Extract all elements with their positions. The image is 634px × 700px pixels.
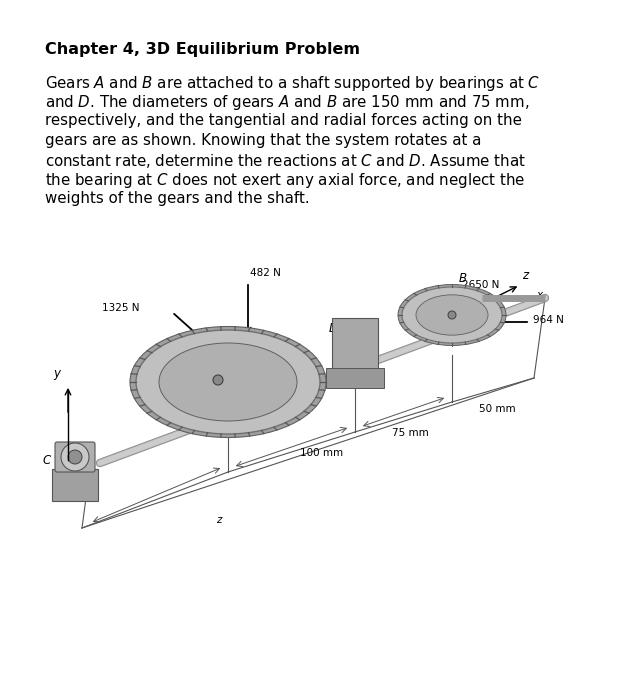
Circle shape [448, 311, 456, 319]
Text: $E$: $E$ [198, 372, 208, 384]
Ellipse shape [398, 284, 506, 346]
Text: $z$: $z$ [216, 515, 224, 525]
Text: constant rate, determine the reactions at $C$ and $D$. Assume that: constant rate, determine the reactions a… [45, 152, 526, 170]
Text: $y$: $y$ [53, 368, 63, 382]
Ellipse shape [416, 295, 488, 335]
Circle shape [61, 443, 89, 471]
Circle shape [213, 375, 223, 385]
Text: 482 N: 482 N [250, 268, 281, 278]
Text: respectively, and the tangential and radial forces acting on the: respectively, and the tangential and rad… [45, 113, 522, 128]
Text: $x$: $x$ [536, 290, 545, 300]
Text: $D$: $D$ [328, 322, 338, 335]
Ellipse shape [130, 326, 326, 438]
Text: $C$: $C$ [42, 454, 52, 466]
Text: $z$: $z$ [522, 269, 531, 282]
Text: and $D$. The diameters of gears $A$ and $B$ are 150 mm and 75 mm,: and $D$. The diameters of gears $A$ and … [45, 94, 529, 113]
Text: 100 mm: 100 mm [301, 448, 344, 458]
Text: 964 N: 964 N [533, 315, 564, 325]
FancyBboxPatch shape [52, 469, 98, 501]
FancyBboxPatch shape [332, 318, 378, 375]
Text: Chapter 4, 3D Equilibrium Problem: Chapter 4, 3D Equilibrium Problem [45, 42, 360, 57]
Ellipse shape [402, 287, 502, 343]
Text: the bearing at $C$ does not exert any axial force, and neglect the: the bearing at $C$ does not exert any ax… [45, 172, 526, 190]
Text: 75 mm: 75 mm [392, 428, 429, 438]
Text: 2650 N: 2650 N [462, 280, 500, 290]
Ellipse shape [159, 343, 297, 421]
Text: weights of the gears and the shaft.: weights of the gears and the shaft. [45, 191, 309, 206]
Text: 1325 N: 1325 N [103, 303, 140, 313]
FancyBboxPatch shape [326, 368, 384, 388]
FancyBboxPatch shape [55, 442, 95, 472]
Text: gears are as shown. Knowing that the system rotates at a: gears are as shown. Knowing that the sys… [45, 132, 481, 148]
Text: $A$: $A$ [227, 422, 237, 435]
Text: $B$: $B$ [458, 272, 467, 285]
Circle shape [68, 450, 82, 464]
Text: 50 mm: 50 mm [479, 404, 515, 414]
Text: Gears $A$ and $B$ are attached to a shaft supported by bearings at $C$: Gears $A$ and $B$ are attached to a shaf… [45, 74, 540, 93]
Ellipse shape [136, 330, 320, 434]
